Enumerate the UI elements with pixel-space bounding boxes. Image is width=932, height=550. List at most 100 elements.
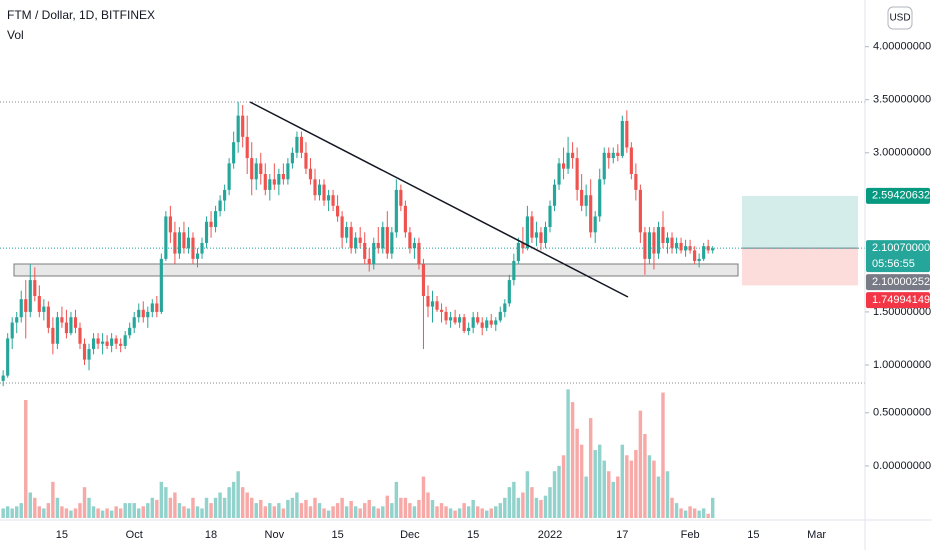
candle-body — [241, 115, 245, 137]
candle-body — [390, 232, 394, 254]
volume-bar — [706, 513, 710, 518]
volume-bar — [385, 495, 390, 518]
chart-title: FTM / Dollar, 1D, BITFINEX — [7, 8, 155, 22]
volume-bar — [263, 506, 268, 518]
volume-bar — [674, 503, 679, 518]
candle-body — [634, 173, 638, 190]
volume-bar — [430, 499, 435, 518]
volume-bar — [643, 434, 647, 518]
volume-label: Vol — [7, 28, 24, 42]
candle-body — [173, 232, 177, 254]
volume-bar — [137, 508, 141, 518]
volume-bar — [164, 487, 168, 518]
candle-body — [652, 232, 656, 254]
candle-body — [51, 327, 55, 344]
candle-body — [155, 303, 159, 312]
candle-body — [272, 179, 276, 185]
volume-bar — [448, 508, 453, 518]
volume-bar — [24, 400, 28, 518]
candle-body — [349, 227, 353, 249]
x-tick-label: Oct — [126, 529, 143, 541]
candle-body — [439, 309, 444, 312]
volume-bar — [683, 510, 688, 518]
volume-bar — [277, 503, 281, 518]
volume-bar — [254, 503, 258, 518]
volume-bar — [692, 508, 697, 518]
series — [0, 101, 865, 518]
volume-bar — [435, 506, 439, 518]
volume-bar — [548, 487, 552, 518]
candle-body — [331, 195, 335, 206]
candle-body — [381, 227, 385, 249]
candle-body — [376, 242, 380, 249]
x-tick-label: 17 — [616, 529, 628, 541]
volume-bar — [1, 508, 5, 518]
volume-bar — [616, 476, 620, 518]
volume-bar — [629, 460, 634, 518]
candle-body — [42, 306, 46, 312]
candle-body — [336, 205, 340, 217]
volume-bar — [462, 503, 466, 518]
candle-body — [141, 309, 145, 318]
volume-bar — [602, 460, 606, 518]
candle-body — [326, 195, 331, 201]
candle-body — [132, 317, 136, 328]
volume-bar — [19, 503, 23, 518]
volume-bar — [227, 487, 231, 518]
x-tick-label: 15 — [467, 529, 479, 541]
volume-bar — [28, 492, 32, 518]
candle-body — [313, 179, 317, 196]
candle-body — [548, 205, 552, 228]
volume-bar — [150, 497, 155, 518]
candle-body — [530, 216, 534, 238]
volume-bar — [322, 508, 326, 518]
candle-body — [598, 179, 602, 217]
volume-bar — [46, 503, 51, 518]
y-tick-label: 4.00000000 — [873, 41, 931, 53]
volume-bar — [132, 503, 136, 518]
volume-bar — [426, 492, 430, 518]
volume-bar — [620, 444, 625, 518]
volume-bar — [480, 508, 484, 518]
candle-body — [417, 242, 421, 265]
volume-bar — [376, 508, 380, 518]
candle-body — [168, 216, 172, 233]
candle-body — [458, 317, 462, 323]
candle-body — [268, 179, 272, 190]
volume-bar — [679, 508, 683, 518]
volume-bar — [647, 455, 652, 518]
candle-body — [204, 221, 209, 243]
volume-bar — [471, 499, 475, 518]
candle-body — [363, 242, 367, 259]
loss-zone — [742, 248, 858, 286]
volume-bar — [710, 497, 715, 518]
volume-bar — [317, 503, 322, 518]
volume-bar — [516, 497, 521, 518]
candle-body — [345, 227, 349, 238]
volume-bar — [485, 510, 489, 518]
volume-bar — [575, 428, 579, 518]
volume-bar — [444, 506, 448, 518]
currency-button[interactable] — [887, 6, 913, 30]
candle-body — [503, 303, 507, 312]
candle-body — [69, 317, 73, 334]
candle-body — [674, 242, 679, 249]
volume-bar — [268, 503, 272, 518]
volume-bar — [353, 506, 358, 518]
volume-bar — [335, 503, 340, 518]
volume-bar — [656, 476, 661, 518]
candle-body — [566, 152, 570, 169]
stop-price-tag-box — [866, 292, 930, 309]
candle-body — [177, 232, 181, 254]
candle-body — [372, 242, 376, 265]
volume-bar — [512, 481, 516, 518]
currency-label[interactable]: USD — [889, 13, 910, 24]
volume-bar — [168, 497, 173, 518]
volume-bar — [123, 503, 127, 518]
drawings — [0, 101, 865, 384]
candle-body — [593, 216, 597, 233]
candle-body — [611, 152, 615, 159]
candle-body — [259, 163, 263, 174]
current-price-tag: 05:56:55 — [872, 258, 915, 270]
candle-body — [200, 242, 204, 254]
